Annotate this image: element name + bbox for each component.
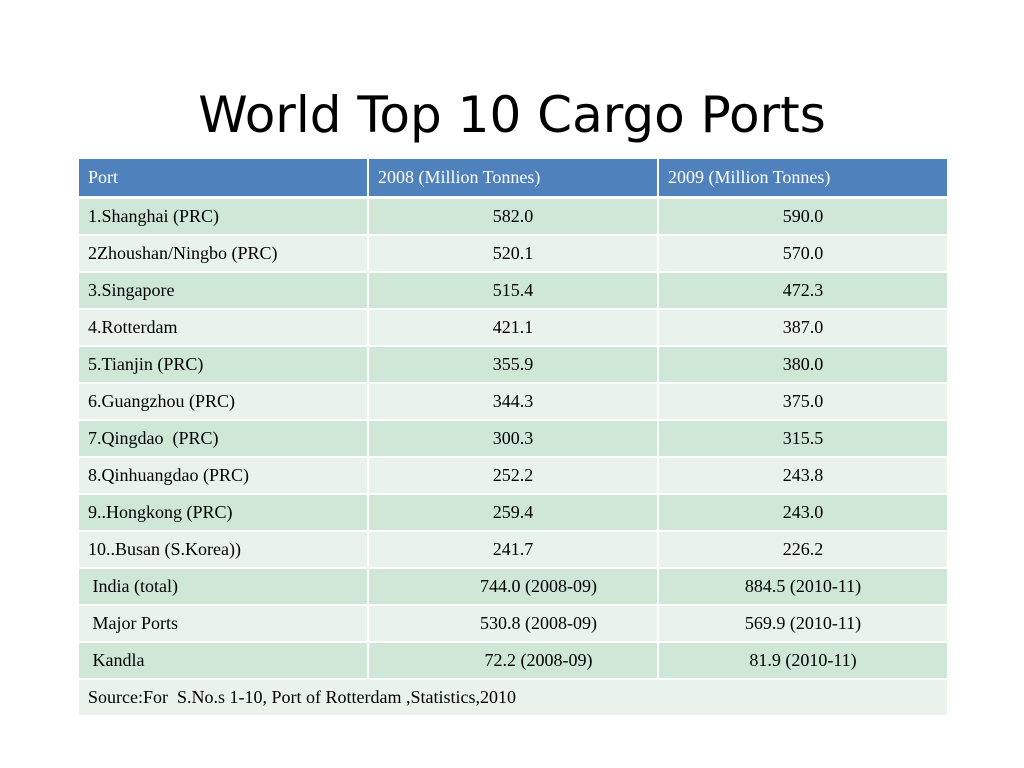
value-2009-cell: 243.8	[657, 456, 949, 495]
source-row: Source:For S.No.s 1-10, Port of Rotterda…	[77, 678, 949, 717]
table-row: 4.Rotterdam 421.1 387.0	[77, 308, 949, 347]
value-2008-cell: 744.0 (2008-09)	[367, 567, 659, 606]
port-cell: Kandla	[77, 641, 369, 680]
value-2008-cell: 530.8 (2008-09)	[367, 604, 659, 643]
table-row: 8.Qinhuangdao (PRC) 252.2 243.8	[77, 456, 949, 495]
port-cell: India (total)	[77, 567, 369, 606]
port-cell: 8.Qinhuangdao (PRC)	[77, 456, 369, 495]
value-2008-cell: 344.3	[367, 382, 659, 421]
value-2008-cell: 582.0	[367, 196, 659, 236]
value-2009-cell: 472.3	[657, 271, 949, 310]
value-2008-cell: 300.3	[367, 419, 659, 458]
table-row: 10..Busan (S.Korea)) 241.7 226.2	[77, 530, 949, 569]
source-note: Source:For S.No.s 1-10, Port of Rotterda…	[77, 678, 949, 717]
value-2009-cell: 226.2	[657, 530, 949, 569]
port-cell: 2Zhoushan/Ningbo (PRC)	[77, 234, 369, 273]
value-2009-cell: 590.0	[657, 196, 949, 236]
port-cell: 10..Busan (S.Korea))	[77, 530, 369, 569]
table-row: 7.Qingdao (PRC) 300.3 315.5	[77, 419, 949, 458]
cargo-ports-table: Port 2008 (Million Tonnes) 2009 (Million…	[77, 157, 949, 717]
table-row: Major Ports 530.8 (2008-09) 569.9 (2010-…	[77, 604, 949, 643]
value-2008-cell: 252.2	[367, 456, 659, 495]
value-2009-cell: 387.0	[657, 308, 949, 347]
value-2009-cell: 884.5 (2010-11)	[657, 567, 949, 606]
header-port: Port	[77, 157, 369, 199]
value-2009-cell: 243.0	[657, 493, 949, 532]
table-row: 3.Singapore 515.4 472.3	[77, 271, 949, 310]
header-2009: 2009 (Million Tonnes)	[657, 157, 949, 199]
slide-title: World Top 10 Cargo Ports	[198, 86, 826, 144]
table-row: 2Zhoushan/Ningbo (PRC) 520.1 570.0	[77, 234, 949, 273]
table-row: Kandla 72.2 (2008-09) 81.9 (2010-11)	[77, 641, 949, 680]
port-cell: 6.Guangzhou (PRC)	[77, 382, 369, 421]
table-row: 6.Guangzhou (PRC) 344.3 375.0	[77, 382, 949, 421]
table-row: 1.Shanghai (PRC) 582.0 590.0	[77, 196, 949, 236]
port-cell: 1.Shanghai (PRC)	[77, 196, 369, 236]
port-cell: 5.Tianjin (PRC)	[77, 345, 369, 384]
value-2009-cell: 570.0	[657, 234, 949, 273]
value-2009-cell: 315.5	[657, 419, 949, 458]
port-cell: Major Ports	[77, 604, 369, 643]
table-row: 9..Hongkong (PRC) 259.4 243.0	[77, 493, 949, 532]
value-2008-cell: 241.7	[367, 530, 659, 569]
value-2008-cell: 515.4	[367, 271, 659, 310]
value-2008-cell: 421.1	[367, 308, 659, 347]
table-row: 5.Tianjin (PRC) 355.9 380.0	[77, 345, 949, 384]
table-header-row: Port 2008 (Million Tonnes) 2009 (Million…	[77, 157, 949, 199]
value-2009-cell: 375.0	[657, 382, 949, 421]
header-2008: 2008 (Million Tonnes)	[367, 157, 659, 199]
value-2008-cell: 72.2 (2008-09)	[367, 641, 659, 680]
port-cell: 3.Singapore	[77, 271, 369, 310]
value-2008-cell: 520.1	[367, 234, 659, 273]
value-2009-cell: 569.9 (2010-11)	[657, 604, 949, 643]
port-cell: 7.Qingdao (PRC)	[77, 419, 369, 458]
port-cell: 9..Hongkong (PRC)	[77, 493, 369, 532]
value-2008-cell: 259.4	[367, 493, 659, 532]
value-2009-cell: 81.9 (2010-11)	[657, 641, 949, 680]
value-2008-cell: 355.9	[367, 345, 659, 384]
table-row: India (total) 744.0 (2008-09) 884.5 (201…	[77, 567, 949, 606]
value-2009-cell: 380.0	[657, 345, 949, 384]
port-cell: 4.Rotterdam	[77, 308, 369, 347]
